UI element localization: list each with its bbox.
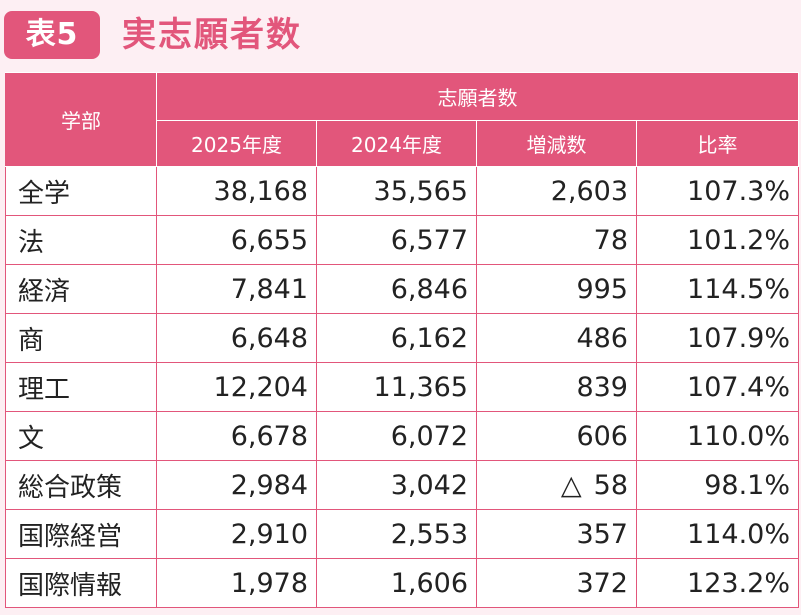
applicants-2025-cell: 2,984: [156, 460, 317, 510]
change-cell: 78: [476, 215, 637, 265]
ratio-cell: 98.1%: [636, 460, 799, 510]
change-cell: 486: [476, 313, 637, 363]
table-row: 全学 38,168 35,565 2,603 107.3%: [5, 166, 799, 216]
column-header-ratio: 比率: [636, 120, 799, 167]
applicants-2025-cell: 6,648: [156, 313, 317, 363]
table-row: 商 6,648 6,162 486 107.9%: [5, 313, 799, 363]
dept-name-cell: 法: [5, 215, 157, 265]
applicants-2025-cell: 6,678: [156, 411, 317, 461]
applicants-2024-cell: 11,365: [316, 362, 477, 412]
dept-name-cell: 国際情報: [5, 558, 157, 608]
change-value: 58: [593, 469, 628, 501]
column-header-2025: 2025年度: [156, 120, 317, 167]
applicants-2024-cell: 1,606: [316, 558, 477, 608]
applicants-2025-cell: 38,168: [156, 166, 317, 216]
change-cell: 372: [476, 558, 637, 608]
table-row: 理工 12,204 11,365 839 107.4%: [5, 362, 799, 412]
table-row: 国際経営 2,910 2,553 357 114.0%: [5, 509, 799, 559]
applicants-2024-cell: 6,577: [316, 215, 477, 265]
applicants-2024-cell: 6,846: [316, 264, 477, 314]
applicants-2025-cell: 1,978: [156, 558, 317, 608]
ratio-cell: 123.2%: [636, 558, 799, 608]
applicants-2025-cell: 6,655: [156, 215, 317, 265]
column-header-2024: 2024年度: [316, 120, 477, 167]
page-title: 実志願者数: [122, 15, 302, 55]
table-number-badge: 表5: [4, 11, 100, 59]
applicants-2025-cell: 2,910: [156, 509, 317, 559]
table-row: 文 6,678 6,072 606 110.0%: [5, 411, 799, 461]
applicants-2024-cell: 6,072: [316, 411, 477, 461]
dept-name-cell: 全学: [5, 166, 157, 216]
ratio-cell: 110.0%: [636, 411, 799, 461]
table-row: 法 6,655 6,577 78 101.2%: [5, 215, 799, 265]
applicants-2024-cell: 2,553: [316, 509, 477, 559]
ratio-cell: 107.4%: [636, 362, 799, 412]
change-cell: 606: [476, 411, 637, 461]
applicants-group-header: 志願者数: [156, 72, 799, 121]
dept-name-cell: 経済: [5, 264, 157, 314]
applicants-2025-cell: 12,204: [156, 362, 317, 412]
applicants-2025-cell: 7,841: [156, 264, 317, 314]
applicants-2024-cell: 3,042: [316, 460, 477, 510]
dept-name-cell: 理工: [5, 362, 157, 412]
change-cell: 839: [476, 362, 637, 412]
table-row: 経済 7,841 6,846 995 114.5%: [5, 264, 799, 314]
dept-name-cell: 総合政策: [5, 460, 157, 510]
dept-name-cell: 商: [5, 313, 157, 363]
applicants-table: 学部 志願者数 2025年度 2024年度 増減数 比率 全学 38,168 35,…: [5, 72, 799, 608]
applicants-2024-cell: 35,565: [316, 166, 477, 216]
decrease-triangle-icon: △: [560, 469, 582, 501]
table-row: 総合政策 2,984 3,042 △ 58 98.1%: [5, 460, 799, 510]
table-body: 全学 38,168 35,565 2,603 107.3% 法 6,655 6,577 78 10…: [5, 166, 799, 608]
dept-name-cell: 国際経営: [5, 509, 157, 559]
ratio-cell: 107.9%: [636, 313, 799, 363]
column-header-change: 増減数: [476, 120, 637, 167]
ratio-cell: 114.0%: [636, 509, 799, 559]
ratio-cell: 114.5%: [636, 264, 799, 314]
change-cell: 357: [476, 509, 637, 559]
applicants-2024-cell: 6,162: [316, 313, 477, 363]
table-row: 国際情報 1,978 1,606 372 123.2%: [5, 558, 799, 608]
title-bar: 表5 実志願者数: [0, 0, 801, 72]
change-cell: 995: [476, 264, 637, 314]
dept-name-cell: 文: [5, 411, 157, 461]
change-cell: △ 58: [476, 460, 637, 510]
ratio-cell: 107.3%: [636, 166, 799, 216]
ratio-cell: 101.2%: [636, 215, 799, 265]
dept-column-header: 学部: [5, 72, 157, 167]
change-cell: 2,603: [476, 166, 637, 216]
